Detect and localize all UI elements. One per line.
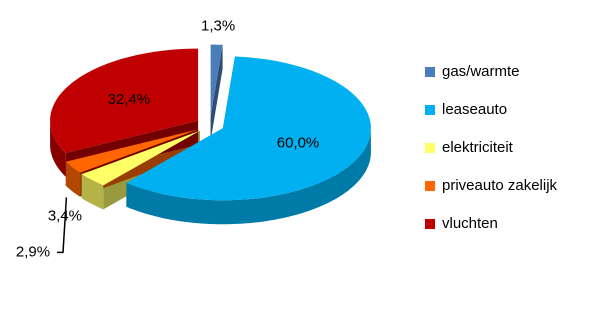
data-label: 1,3% <box>201 18 235 35</box>
slice-cut <box>210 44 223 141</box>
slice <box>210 44 223 117</box>
legend-swatch <box>425 105 435 115</box>
slice <box>65 129 199 173</box>
legend-label: vluchten <box>442 215 498 232</box>
data-label: 60,0% <box>277 134 320 151</box>
slice-side <box>81 174 104 210</box>
slice-side <box>50 120 66 177</box>
legend-label: leaseauto <box>442 101 507 118</box>
slice <box>126 56 371 201</box>
legend-label: priveauto zakelijk <box>442 177 558 194</box>
legend-swatch <box>425 67 435 77</box>
legend-label: gas/warmte <box>442 63 520 80</box>
data-label: 32,4% <box>108 91 151 108</box>
slice <box>50 48 199 153</box>
legend-label: elektriciteit <box>442 139 514 156</box>
legend-swatch <box>425 143 435 153</box>
slice-side <box>65 161 80 197</box>
leader-line <box>57 197 68 254</box>
data-label: 2,9% <box>16 243 50 260</box>
legend-swatch <box>425 181 435 191</box>
slice-side <box>126 128 371 225</box>
legend-swatch <box>425 219 435 229</box>
slice <box>81 130 200 186</box>
